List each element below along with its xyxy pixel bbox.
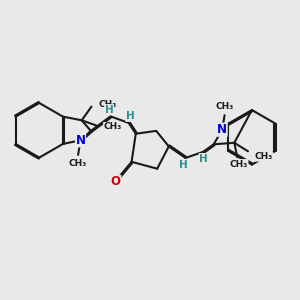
Text: CH₃: CH₃	[98, 100, 116, 109]
Text: CH₃: CH₃	[215, 102, 234, 111]
Text: N: N	[217, 123, 227, 136]
Text: H: H	[126, 111, 135, 121]
Text: O: O	[111, 175, 121, 188]
Text: CH₃: CH₃	[255, 152, 273, 161]
Text: CH₃: CH₃	[230, 160, 248, 169]
Text: H: H	[179, 160, 188, 170]
Text: CH₃: CH₃	[103, 122, 122, 131]
Text: CH₃: CH₃	[69, 160, 87, 169]
Text: H: H	[105, 105, 113, 115]
Text: H: H	[199, 154, 208, 164]
Text: N: N	[76, 134, 85, 147]
